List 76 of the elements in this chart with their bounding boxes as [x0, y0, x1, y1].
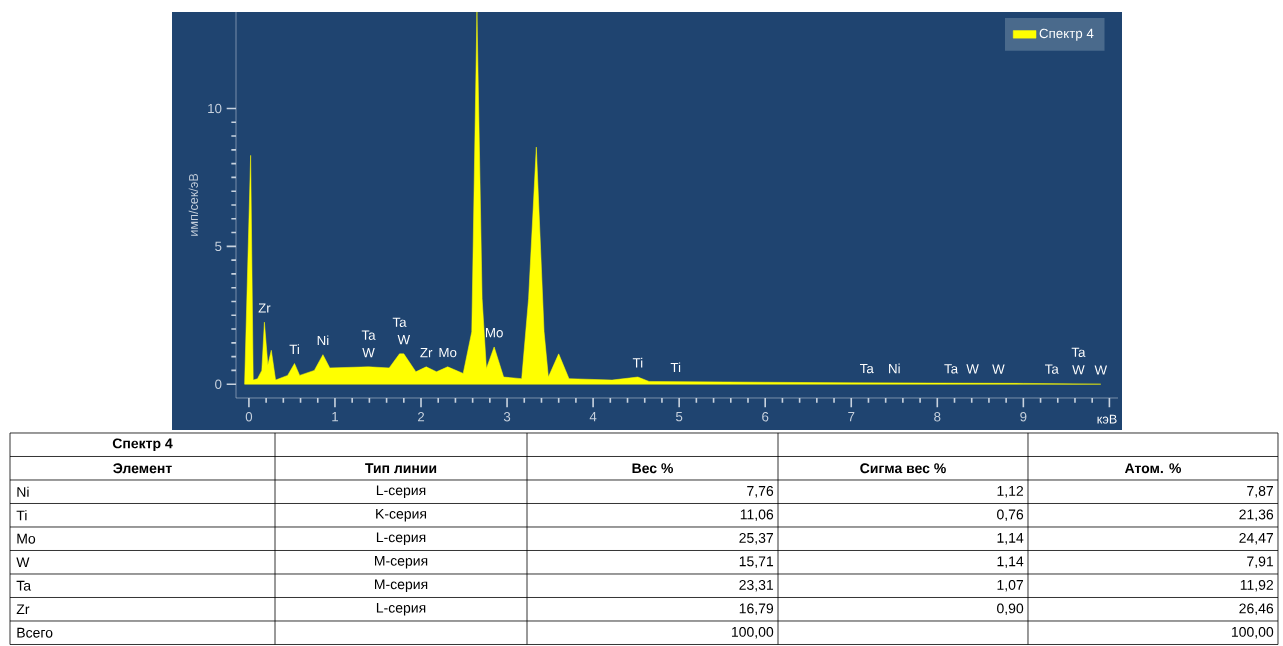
category-label: Zr [16, 604, 30, 615]
annotation: Ni [317, 335, 329, 346]
text: 23,31 [739, 579, 774, 592]
text: 100,00 [731, 626, 774, 639]
annotation: Ti [670, 362, 681, 373]
text: 100,00 [1231, 626, 1274, 639]
y-tick-label: 10 [208, 103, 222, 114]
category-label: W [16, 557, 30, 568]
text: 1,14 [997, 533, 1024, 545]
y-tick-label: 0 [215, 379, 222, 389]
annotation: Mo [485, 328, 503, 338]
annotation: Ta [392, 317, 407, 327]
annotation: W [992, 364, 1005, 374]
category-label: Всего [17, 627, 53, 638]
text: K-серия [376, 508, 427, 522]
x-tick-label: 0 [245, 412, 253, 422]
x-tick-label: 8 [934, 412, 941, 422]
category-label: Ta [16, 580, 32, 591]
annotation: W [1072, 365, 1085, 375]
annotation: W [1094, 365, 1108, 375]
x-tick-label: 1 [332, 412, 339, 422]
text: 1,12 [997, 485, 1024, 498]
text: M-серия [375, 579, 428, 593]
text: 11,92 [1240, 579, 1274, 592]
y-tick-label: 5 [215, 241, 222, 251]
annotation: Ta [1044, 364, 1059, 374]
x-tick-label: 3 [503, 412, 511, 422]
annotation: Ni [889, 363, 900, 374]
x-axis-title: кэВ [1097, 414, 1117, 424]
category-label: Ti [16, 510, 27, 521]
text: L-серия [376, 532, 426, 546]
x-tick-label: 4 [589, 412, 597, 422]
annotation: Zr [258, 303, 271, 313]
text: M-серия [375, 555, 428, 569]
annotation: W [966, 364, 979, 374]
annotation: Ta [944, 364, 959, 374]
text: 25,37 [739, 532, 774, 545]
text: 7,76 [747, 485, 774, 498]
category-label: Ni [17, 486, 29, 497]
text: 11,06 [740, 509, 774, 522]
text: Спектр 4 [112, 438, 173, 452]
text: L-серия [376, 485, 426, 499]
text: 21,36 [1239, 509, 1274, 522]
x-tick-label: 7 [848, 412, 855, 422]
annotation: Ti [289, 344, 299, 354]
text: 1,07 [997, 579, 1024, 592]
x-tick-label: 5 [675, 412, 683, 422]
text: 16,79 [739, 603, 774, 616]
text: 24,47 [1239, 532, 1274, 545]
annotation: W [362, 348, 375, 358]
category-label: Тип линии [365, 463, 437, 474]
category-label: Вес % [632, 463, 674, 474]
annotation: Ta [859, 363, 874, 374]
text: 0,76 [997, 509, 1024, 522]
annotation: Ta [361, 330, 376, 340]
annotation: W [397, 335, 411, 345]
text: 7,91 [1247, 556, 1274, 569]
text: 15,71 [739, 556, 774, 568]
annotation: Zr [420, 348, 433, 358]
text: 0,90 [997, 603, 1024, 616]
category-label: Mo [17, 533, 36, 544]
legend-label: Спектр 4 [1039, 28, 1094, 41]
text: Элемент [113, 463, 172, 474]
category-label: Сигма вес % [860, 463, 946, 474]
x-tick-label: 6 [762, 412, 769, 422]
annotation: Ta [1071, 347, 1086, 357]
text: L-серия [376, 602, 426, 616]
y-axis-title: имп/сек/эВ [188, 173, 198, 236]
x-tick-label: 9 [1020, 412, 1027, 422]
x-tick-label: 2 [417, 412, 425, 422]
text: 26,46 [1239, 603, 1274, 616]
annotation: Ti [632, 357, 643, 368]
text: 1,14 [997, 556, 1024, 568]
category-label: Атом. % [1124, 463, 1182, 474]
annotation: Mo [439, 347, 457, 358]
text: 7,87 [1247, 485, 1274, 498]
